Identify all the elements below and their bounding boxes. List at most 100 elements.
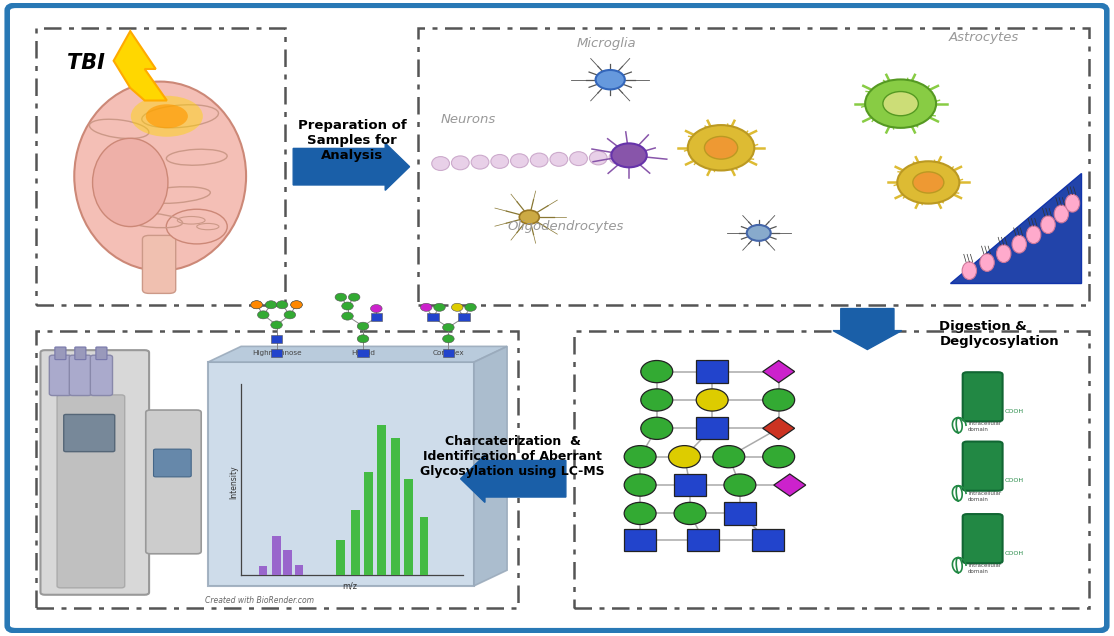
Bar — [419, 28, 1089, 305]
Bar — [271, 349, 282, 357]
Ellipse shape — [491, 155, 509, 169]
FancyBboxPatch shape — [143, 235, 176, 293]
Bar — [404, 479, 413, 575]
Polygon shape — [473, 347, 507, 586]
FancyBboxPatch shape — [69, 355, 91, 396]
Bar — [752, 529, 783, 551]
Ellipse shape — [371, 305, 382, 312]
FancyBboxPatch shape — [49, 355, 71, 396]
Polygon shape — [774, 474, 805, 496]
Polygon shape — [950, 173, 1082, 283]
Ellipse shape — [291, 301, 302, 309]
Text: Highmannose: Highmannose — [252, 350, 302, 356]
Ellipse shape — [687, 125, 754, 170]
Ellipse shape — [1065, 195, 1079, 212]
FancyBboxPatch shape — [63, 415, 115, 452]
Text: Neurons: Neurons — [441, 113, 496, 126]
Ellipse shape — [724, 474, 756, 496]
Ellipse shape — [271, 321, 282, 329]
Polygon shape — [763, 361, 794, 383]
Bar — [36, 28, 285, 305]
Bar — [674, 474, 706, 496]
Ellipse shape — [997, 245, 1010, 263]
Ellipse shape — [589, 151, 607, 165]
Ellipse shape — [166, 209, 227, 244]
Bar — [624, 529, 656, 551]
Ellipse shape — [569, 152, 587, 165]
Text: Oligodendrocytes: Oligodendrocytes — [507, 220, 624, 233]
Ellipse shape — [75, 81, 246, 271]
Ellipse shape — [674, 502, 706, 525]
Ellipse shape — [746, 225, 771, 241]
Bar — [36, 331, 518, 608]
FancyArrow shape — [293, 143, 410, 190]
Ellipse shape — [291, 301, 302, 309]
Bar — [420, 516, 429, 575]
Ellipse shape — [349, 293, 360, 301]
Ellipse shape — [451, 156, 469, 170]
Ellipse shape — [265, 301, 276, 309]
Polygon shape — [208, 362, 473, 586]
Ellipse shape — [624, 474, 656, 496]
Ellipse shape — [442, 324, 455, 331]
Ellipse shape — [358, 335, 369, 343]
Ellipse shape — [432, 156, 449, 170]
Ellipse shape — [276, 301, 287, 309]
Ellipse shape — [980, 254, 995, 272]
Ellipse shape — [1040, 216, 1055, 233]
FancyBboxPatch shape — [962, 441, 1003, 491]
Text: TBI: TBI — [67, 53, 105, 73]
FancyArrow shape — [833, 308, 901, 350]
Ellipse shape — [510, 154, 528, 168]
Ellipse shape — [641, 361, 673, 383]
FancyBboxPatch shape — [146, 410, 202, 554]
Ellipse shape — [641, 389, 673, 411]
FancyBboxPatch shape — [55, 347, 66, 359]
Ellipse shape — [433, 303, 446, 311]
Text: Complex: Complex — [432, 350, 465, 356]
FancyBboxPatch shape — [96, 347, 107, 359]
Ellipse shape — [92, 138, 168, 226]
Ellipse shape — [1026, 226, 1040, 244]
Ellipse shape — [883, 92, 918, 116]
Ellipse shape — [451, 303, 463, 311]
Ellipse shape — [420, 303, 432, 311]
Ellipse shape — [668, 446, 701, 468]
Ellipse shape — [641, 417, 673, 439]
Text: Intracellular
domain: Intracellular domain — [968, 491, 1001, 502]
Bar — [283, 550, 292, 575]
Text: Intracellular
domain: Intracellular domain — [968, 563, 1001, 574]
Text: m/z: m/z — [342, 581, 358, 590]
Polygon shape — [208, 347, 507, 362]
Ellipse shape — [912, 172, 944, 193]
Bar — [364, 473, 373, 575]
Bar — [378, 425, 387, 575]
Ellipse shape — [1054, 205, 1068, 223]
Ellipse shape — [442, 335, 455, 343]
Bar — [273, 536, 281, 575]
Ellipse shape — [284, 311, 295, 319]
Ellipse shape — [612, 143, 647, 167]
FancyBboxPatch shape — [40, 350, 149, 595]
Ellipse shape — [342, 302, 353, 310]
FancyBboxPatch shape — [962, 372, 1003, 422]
Ellipse shape — [596, 70, 625, 90]
Ellipse shape — [519, 210, 539, 224]
Bar — [371, 314, 382, 321]
Text: Digestion &
Deglycosylation: Digestion & Deglycosylation — [939, 320, 1059, 348]
Bar — [696, 361, 729, 383]
Text: Microglia: Microglia — [577, 38, 637, 50]
Ellipse shape — [962, 262, 977, 280]
Text: Astrocytes: Astrocytes — [949, 31, 1019, 44]
FancyBboxPatch shape — [154, 449, 192, 477]
FancyBboxPatch shape — [75, 347, 86, 359]
Bar — [687, 529, 720, 551]
Bar — [442, 349, 455, 357]
Ellipse shape — [251, 301, 263, 309]
FancyBboxPatch shape — [57, 395, 125, 588]
Ellipse shape — [1012, 235, 1026, 253]
Ellipse shape — [342, 312, 353, 320]
Ellipse shape — [624, 446, 656, 468]
Bar — [427, 314, 439, 321]
Text: Hybrid: Hybrid — [351, 350, 375, 356]
